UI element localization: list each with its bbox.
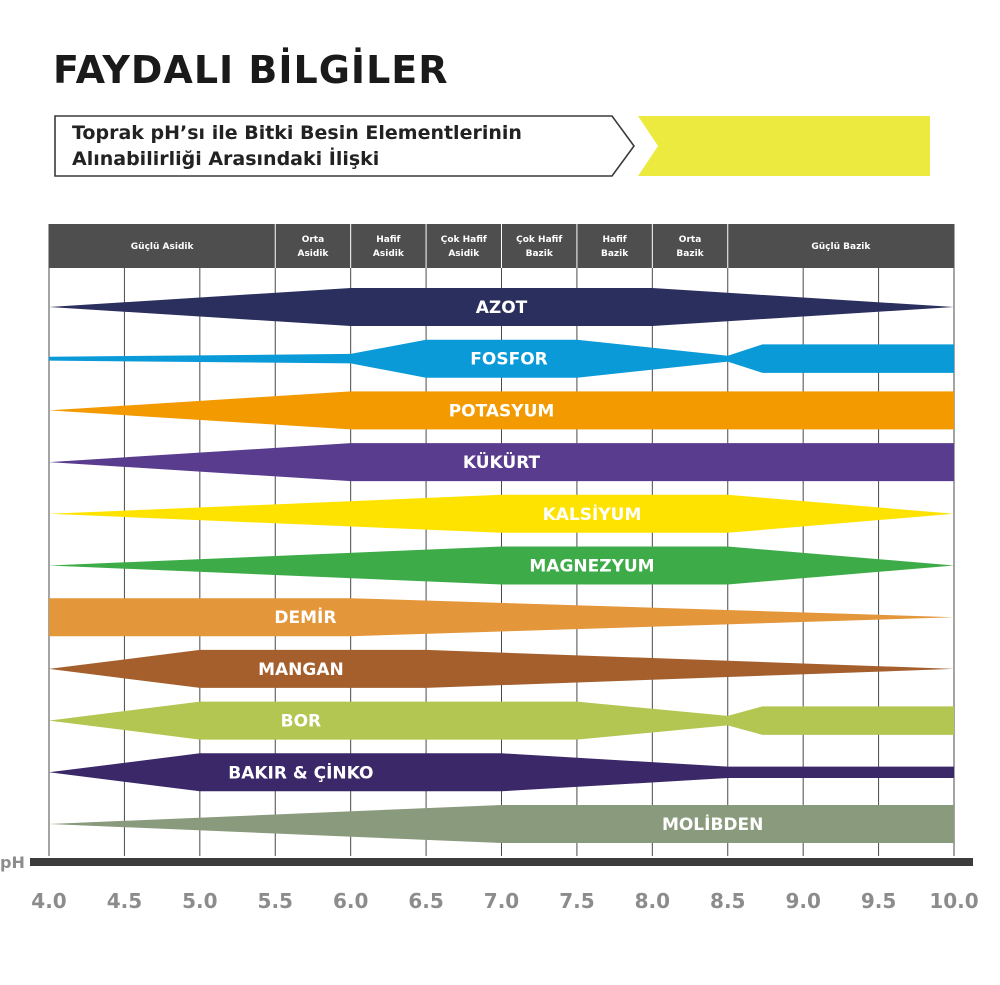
band-bakir-i-nko: [49, 753, 954, 792]
x-tick-label: 5.0: [182, 889, 217, 913]
band-label-azot: AZOT: [476, 298, 528, 318]
x-tick-label: 7.0: [484, 889, 519, 913]
subtitle-accent-bar: [638, 116, 930, 176]
x-tick-label: 10.0: [929, 889, 978, 913]
x-tick-label: 4.5: [107, 889, 142, 913]
zone-label: Bazik: [601, 249, 629, 259]
zone-label: Güçlü Asidik: [131, 242, 195, 252]
band-mangan: [49, 649, 954, 688]
zone-label: Orta: [302, 235, 324, 245]
zone-label: Hafif: [603, 235, 627, 245]
subtitle-line-2: Alınabilirliği Arasındaki İlişki: [72, 148, 380, 170]
ph-axis: pH 4.0 4.5 5.0 5.5 6.0 6.5 7.0 7.5 8.0 8.5 9.0 9.5 10…: [0, 853, 979, 913]
ph-axis-label: pH: [0, 853, 25, 872]
band-label-kalsi-yum: KALSİYUM: [543, 503, 642, 525]
band-kalsi-yum: [49, 494, 954, 533]
grid-lines: [48, 224, 955, 856]
subtitle-arrow-outline: [54, 115, 635, 177]
x-tick-label: 8.0: [635, 889, 670, 913]
band-label-demi-r: DEMİR: [274, 606, 336, 628]
band-magnezyum: [49, 546, 954, 585]
zone-label: Bazik: [526, 249, 554, 259]
zone-label: Asidik: [297, 249, 329, 259]
band-label-fosfor: FOSFOR: [470, 350, 547, 370]
x-tick-label: 5.5: [258, 889, 293, 913]
band-potasyum: [49, 391, 954, 430]
zone-label: Bazik: [676, 249, 704, 259]
band-label-mangan: MANGAN: [258, 660, 344, 680]
band-bor: [49, 701, 954, 740]
band-k-k-rt: [49, 443, 954, 482]
x-tick-label: 9.5: [861, 889, 896, 913]
zone-label: Asidik: [448, 249, 480, 259]
x-tick-label: 9.0: [785, 889, 820, 913]
band-label-bakir-i-nko: BAKIR & ÇİNKO: [228, 761, 373, 783]
band-label-moli-bden: MOLİBDEN: [662, 813, 763, 835]
x-tick-label: 6.5: [408, 889, 443, 913]
band-label-k-k-rt: KÜKÜRT: [463, 451, 541, 473]
band-label-potasyum: POTASYUM: [449, 401, 555, 421]
ph-zone-header: Güçlü Asidik Orta Asidik Hafif Asidik Çok Haf…: [49, 224, 954, 268]
band-label-magnezyum: MAGNEZYUM: [529, 557, 654, 577]
band-azot: [49, 288, 954, 326]
x-tick-label: 6.0: [333, 889, 368, 913]
band-label-bor: BOR: [281, 712, 322, 732]
x-tick-label: 7.5: [559, 889, 594, 913]
subtitle: Toprak pH’sı ile Bitki Besin Elementleri…: [72, 120, 612, 172]
x-tick-label: 8.5: [710, 889, 745, 913]
subtitle-line-1: Toprak pH’sı ile Bitki Besin Elementleri…: [72, 122, 522, 144]
x-tick-label: 4.0: [31, 889, 66, 913]
page-title: FAYDALI BİLGİLER: [53, 48, 449, 92]
zone-label: Güçlü Bazik: [811, 242, 871, 252]
nutrient-bands: AZOT FOSFOR POTASYUM KÜKÜRT KALSİYUM MAGNEZYU…: [49, 288, 954, 843]
band-moli-bden: [49, 805, 954, 843]
zone-label: Çok Hafif: [441, 235, 487, 245]
subtitle-arrow-box: [54, 115, 930, 177]
zone-label: Çok Hafif: [516, 235, 562, 245]
zone-label: Asidik: [373, 249, 405, 259]
band-demi-r: [49, 598, 954, 637]
band-fosfor: [49, 339, 954, 378]
zone-label: Hafif: [376, 235, 400, 245]
zone-label: Orta: [679, 235, 701, 245]
